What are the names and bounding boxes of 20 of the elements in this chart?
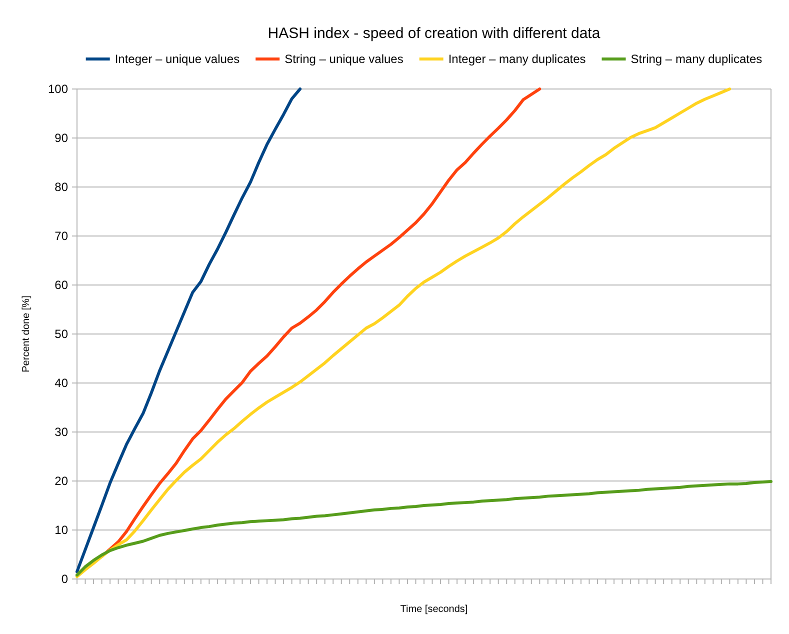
y-tick-label: 20 [54, 474, 68, 488]
y-tick-label: 40 [54, 376, 68, 390]
y-tick-label: 30 [54, 425, 68, 439]
y-axis-title: Percent done [%] [21, 295, 32, 372]
y-tick-label: 70 [54, 229, 68, 243]
chart-title: HASH index - speed of creation with different data [268, 25, 601, 42]
legend-label: String – many duplicates [630, 52, 762, 66]
y-tick-label: 80 [54, 180, 68, 194]
y-tick-label: 10 [54, 523, 68, 537]
line-series [76, 480, 772, 577]
y-tick-label: 60 [54, 278, 68, 292]
legend-label: String – unique values [284, 52, 404, 66]
y-tick-label: 100 [48, 82, 68, 96]
x-axis-title: Time [seconds] [400, 604, 468, 615]
y-tick-label: 0 [61, 572, 68, 586]
y-tick-label: 90 [54, 131, 68, 145]
legend-label: Integer – unique values [114, 52, 240, 66]
legend-label: Integer – many duplicates [448, 52, 586, 66]
line-series [76, 88, 302, 574]
y-tick-label: 50 [54, 327, 68, 341]
